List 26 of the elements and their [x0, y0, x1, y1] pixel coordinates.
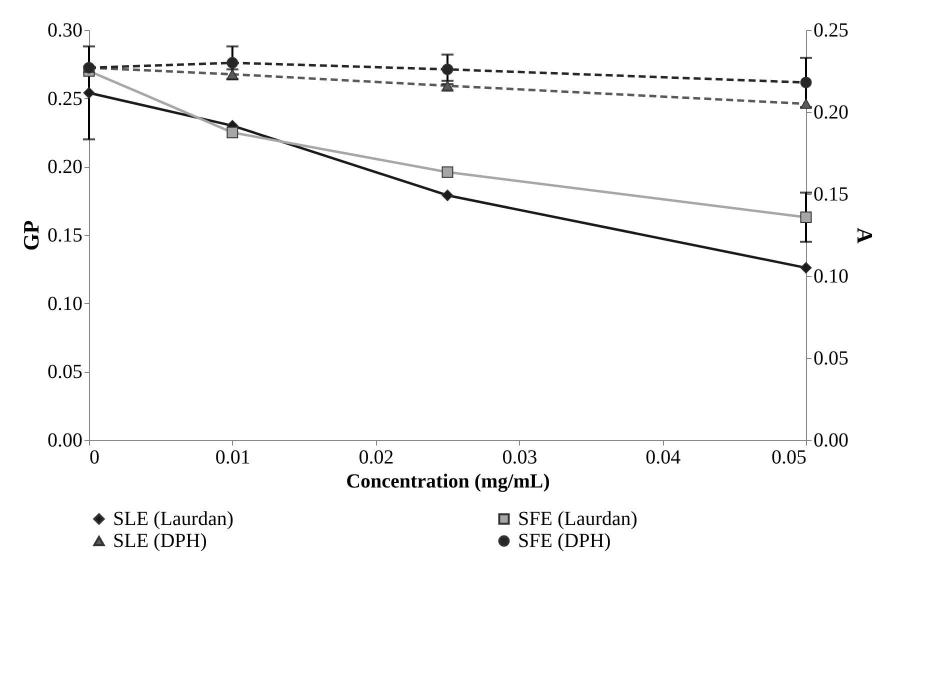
y-tick-label: 0.00 [48, 430, 82, 452]
y2-axis-title: A [852, 228, 878, 244]
x-axis-title: Concentration (mg/mL) [346, 470, 550, 492]
y2-tick-label: 0.15 [814, 184, 848, 206]
x-tick-label: 0.01 [215, 446, 250, 468]
y-tick-label: 0.20 [48, 156, 82, 178]
x-tick-label: 0 [90, 446, 100, 468]
y2-tick-label: 0.10 [814, 266, 848, 288]
x-tick-label: 0.04 [646, 446, 681, 468]
y2-tick-label: 0.25 [814, 20, 848, 42]
x-tick-label: 0.03 [502, 446, 538, 468]
x-tick-label: 0.02 [358, 446, 394, 468]
y-tick-label: 0.30 [48, 20, 82, 42]
y2-tick-label: 0.20 [814, 102, 848, 124]
y-tick-label: 0.05 [48, 361, 82, 384]
y-tick-label: 0.10 [48, 292, 82, 315]
y-tick-label: 0.25 [48, 88, 82, 110]
y-axis-title: GP [18, 220, 44, 251]
y2-tick-label: 0.05 [814, 348, 848, 370]
y-tick-label: 0.15 [48, 224, 82, 246]
legend-label: SFE (Laurdan) [518, 508, 638, 530]
legend-label: SFE (DPH) [518, 530, 611, 552]
legend-label: SLE (Laurdan) [113, 508, 234, 530]
legend-label: SLE (DPH) [113, 530, 207, 552]
y2-tick-label: 0.00 [814, 430, 848, 452]
x-tick-label: 0.05 [772, 446, 806, 468]
